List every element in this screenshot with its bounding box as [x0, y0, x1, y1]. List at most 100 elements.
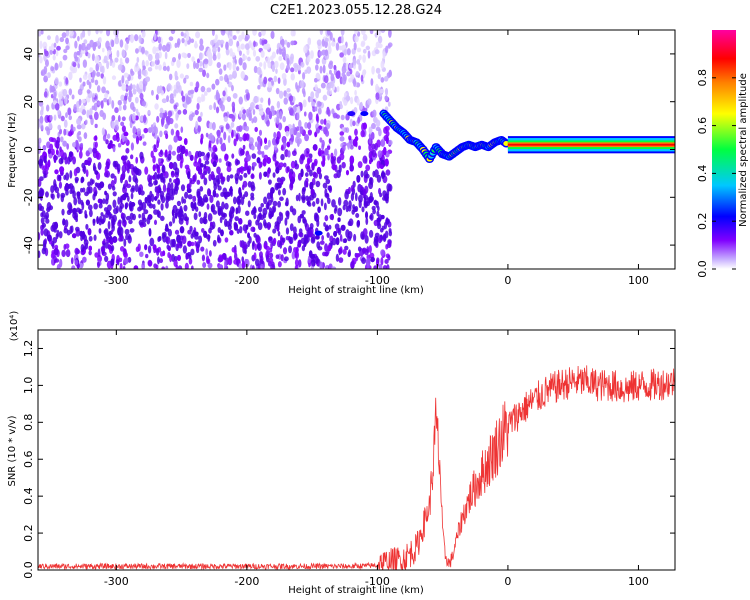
noise-cell: [109, 60, 113, 67]
noise-cell: [356, 47, 362, 53]
noise-cell: [118, 105, 122, 111]
noise-cell: [375, 200, 379, 209]
noise-cell: [298, 192, 301, 202]
noise-cell: [154, 65, 159, 70]
noise-cell: [198, 211, 202, 218]
noise-cell: [267, 97, 271, 106]
noise-cell: [218, 158, 222, 163]
noise-cell: [229, 230, 234, 236]
noise-cell: [253, 95, 259, 104]
noise-cell: [168, 36, 174, 41]
noise-cell: [271, 64, 275, 73]
noise-cell: [69, 65, 74, 72]
noise-cell: [209, 221, 213, 227]
noise-cell: [59, 36, 65, 43]
noise-cell: [97, 261, 100, 269]
noise-cell: [317, 107, 322, 115]
noise-cell: [304, 172, 309, 177]
noise-cell: [360, 74, 364, 82]
noise-cell: [68, 88, 73, 96]
noise-cell: [290, 73, 295, 81]
noise-cell: [315, 180, 321, 188]
noise-cell: [174, 187, 178, 195]
noise-cell: [132, 166, 138, 173]
noise-cell: [134, 183, 139, 193]
noise-cell: [55, 149, 59, 156]
noise-cell: [145, 253, 149, 259]
noise-cell: [318, 172, 323, 180]
noise-cell: [193, 161, 199, 167]
noise-cell: [211, 151, 216, 160]
noise-cell: [57, 124, 62, 131]
noise-cell: [362, 33, 368, 41]
noise-cell: [96, 152, 101, 160]
noise-cell: [63, 227, 69, 234]
noise-cell: [259, 38, 263, 45]
noise-cell: [311, 101, 316, 107]
noise-cell: [141, 212, 146, 221]
noise-cell: [350, 184, 354, 193]
noise-cell: [247, 200, 251, 208]
noise-cell: [159, 258, 164, 264]
noise-cell: [388, 228, 392, 233]
noise-cell: [219, 75, 224, 82]
noise-cell: [278, 162, 284, 168]
noise-cell: [119, 195, 123, 205]
noise-cell: [310, 50, 314, 59]
noise-cell: [313, 212, 317, 222]
noise-cell: [110, 216, 115, 226]
noise-cell: [238, 174, 243, 181]
noise-cell: [100, 212, 104, 217]
noise-cell: [153, 147, 158, 153]
noise-cell: [147, 214, 153, 220]
noise-cell: [345, 95, 351, 102]
noise-cell: [219, 39, 225, 45]
noise-cell: [93, 41, 98, 48]
noise-cell: [71, 265, 76, 269]
noise-cell: [72, 156, 77, 165]
noise-cell: [204, 196, 209, 203]
noise-cell: [387, 101, 391, 107]
noise-cell: [68, 208, 74, 214]
noise-cell: [39, 192, 44, 198]
noise-cell: [60, 115, 65, 122]
noise-cell: [263, 76, 268, 85]
noise-cell: [375, 67, 381, 74]
noise-cell: [152, 46, 157, 55]
noise-cell: [38, 137, 42, 144]
noise-cell: [160, 203, 164, 211]
noise-cell: [190, 248, 195, 256]
noise-cell: [188, 254, 192, 260]
noise-cell: [342, 144, 346, 152]
snr-ticks: -300 -200 -100 0 100 0.0 0.2 0.4 0.6 0.8 1.0 1.2: [22, 330, 675, 588]
noise-cell: [87, 52, 91, 59]
noise-cell: [277, 231, 281, 237]
noise-cell: [388, 183, 393, 192]
noise-cell: [174, 75, 179, 81]
noise-cell: [267, 223, 271, 231]
noise-cell: [271, 261, 275, 268]
noise-cell: [107, 142, 112, 149]
noise-cell: [108, 54, 113, 60]
noise-cell: [87, 160, 91, 166]
noise-cell: [76, 117, 82, 125]
noise-cell: [295, 246, 299, 254]
noise-cell: [219, 137, 223, 145]
noise-cell: [360, 42, 365, 48]
noise-cell: [272, 172, 276, 178]
noise-cell: [107, 244, 112, 250]
noise-cell: [296, 126, 300, 132]
noise-cell: [205, 165, 209, 172]
noise-cell: [254, 243, 258, 251]
noise-cell: [305, 177, 309, 183]
noise-cell: [205, 132, 209, 138]
noise-cell: [152, 164, 156, 172]
noise-cell: [346, 142, 352, 148]
noise-cell: [279, 110, 283, 120]
noise-cell: [253, 116, 258, 124]
noise-cell: [129, 154, 134, 160]
noise-cell: [65, 30, 70, 37]
noise-cell: [219, 100, 224, 107]
noise-cell: [308, 250, 313, 258]
noise-cell: [301, 210, 306, 215]
